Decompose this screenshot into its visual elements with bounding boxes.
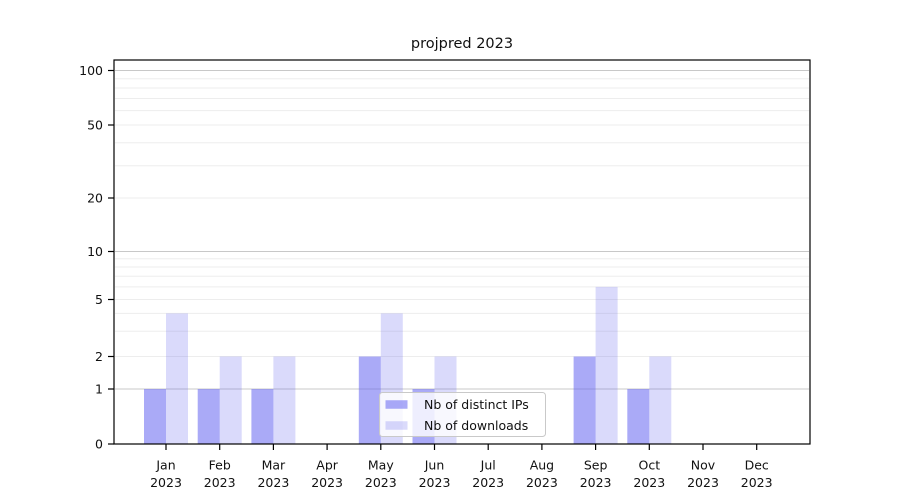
x-tick-label-year: 2023 xyxy=(580,475,612,490)
x-tick-label-year: 2023 xyxy=(526,475,558,490)
x-tick-label-year: 2023 xyxy=(687,475,719,490)
y-tick-label: 5 xyxy=(95,292,103,307)
chart-title: projpred 2023 xyxy=(410,36,514,52)
bar-sep-distinct-ips xyxy=(573,356,596,444)
bar-mar-distinct-ips xyxy=(251,389,274,444)
y-tick-label: 20 xyxy=(87,191,103,206)
x-tick-label-month: Oct xyxy=(638,458,660,473)
y-tick-label: 1 xyxy=(95,382,103,397)
bar-jan-downloads xyxy=(166,313,188,444)
bar-jan-distinct-ips xyxy=(144,389,166,444)
x-tick-label-year: 2023 xyxy=(257,475,289,490)
x-tick-label-year: 2023 xyxy=(633,475,665,490)
x-tick-label-month: Sep xyxy=(584,458,608,473)
x-tick-label-month: Feb xyxy=(209,458,231,473)
x-tick-label-year: 2023 xyxy=(741,475,773,490)
bar-feb-downloads xyxy=(219,356,242,444)
x-tick-label-month: May xyxy=(368,458,394,473)
legend-swatch-downloads xyxy=(385,421,408,430)
y-tick-label: 50 xyxy=(87,118,103,133)
legend-box xyxy=(379,392,546,437)
bar-may-distinct-ips xyxy=(358,356,381,444)
x-tick-label-month: Aug xyxy=(530,458,554,473)
y-tick-label: 10 xyxy=(87,244,103,259)
x-tick-label-month: Jan xyxy=(155,458,175,473)
x-tick-label-year: 2023 xyxy=(365,475,397,490)
x-tick-label-year: 2023 xyxy=(311,475,343,490)
x-tick-label-year: 2023 xyxy=(204,475,236,490)
y-tick-label: 0 xyxy=(95,437,103,452)
legend-label: Nb of downloads xyxy=(424,418,528,433)
y-tick-label: 2 xyxy=(95,349,103,364)
bar-oct-distinct-ips xyxy=(627,389,650,444)
bar-sep-downloads xyxy=(595,286,618,444)
x-tick-label-month: Jul xyxy=(480,458,496,473)
legend-swatch-distinct-ips xyxy=(385,400,408,409)
bar-oct-downloads xyxy=(649,356,672,444)
bar-feb-distinct-ips xyxy=(197,389,220,444)
y-tick-label: 100 xyxy=(79,63,103,78)
legend-label: Nb of distinct IPs xyxy=(424,397,529,412)
x-tick-label-month: Mar xyxy=(262,458,286,473)
bar-mar-downloads xyxy=(273,356,296,444)
x-tick-label-year: 2023 xyxy=(472,475,504,490)
x-tick-label-month: Dec xyxy=(745,458,769,473)
x-tick-label-month: Jun xyxy=(424,458,445,473)
x-tick-label-year: 2023 xyxy=(419,475,451,490)
x-tick-label-month: Apr xyxy=(316,458,338,473)
x-tick-label-month: Nov xyxy=(691,458,716,473)
x-tick-label-year: 2023 xyxy=(150,475,182,490)
